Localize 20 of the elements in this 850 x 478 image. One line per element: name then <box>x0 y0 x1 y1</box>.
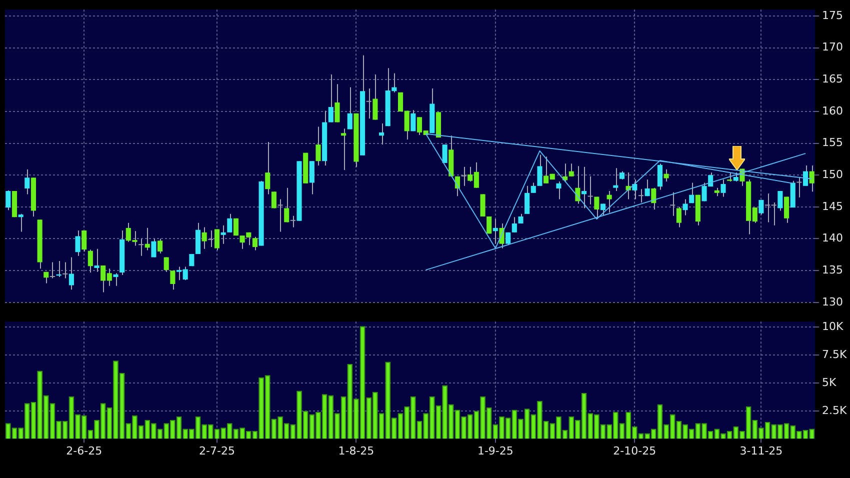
y-tick-label: 175 <box>822 8 843 22</box>
y-tick-label: 160 <box>822 104 843 118</box>
x-tick-label: 1-8-25 <box>338 444 374 458</box>
y-tick-label: 170 <box>822 40 843 54</box>
x-tick-label: 3-11-25 <box>740 444 783 458</box>
y-tick-label: 155 <box>822 136 843 150</box>
x-tick-label: 2-7-25 <box>199 444 235 458</box>
y-tick-label: 140 <box>822 232 843 245</box>
y-tick-label: 165 <box>822 72 843 86</box>
x-tick-label: 1-9-25 <box>477 444 514 458</box>
y-tick-label: 2.5K <box>822 404 848 417</box>
y-tick-label: 135 <box>822 263 843 276</box>
y-tick-label: 5K <box>822 376 837 389</box>
y-tick-label: 130 <box>822 295 843 308</box>
y-tick-label: 150 <box>822 168 843 181</box>
y-tick-label: 145 <box>822 200 843 213</box>
x-tick-label: 2-6-25 <box>66 444 102 458</box>
x-tick-label: 2-10-25 <box>613 444 656 458</box>
y-tick-label: 7.5K <box>822 348 848 361</box>
y-tick-label: 10K <box>822 320 844 334</box>
